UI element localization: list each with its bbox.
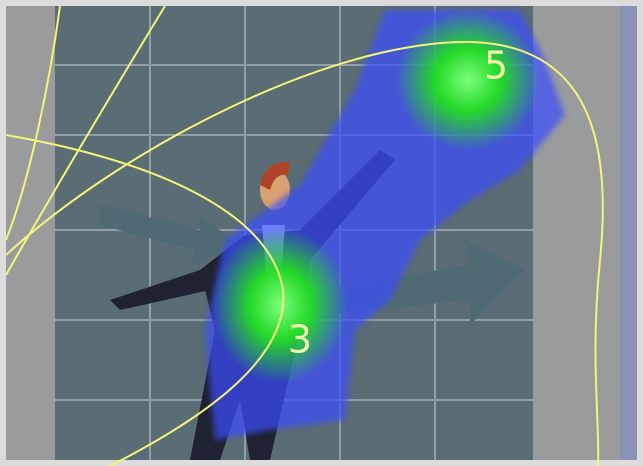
marker-label: 5 (484, 44, 508, 88)
gaze-paths (5, 5, 604, 466)
marker-label: 3 (288, 318, 312, 362)
right-strip (620, 6, 637, 460)
hotspot (396, 10, 540, 150)
hotspot (212, 227, 348, 383)
